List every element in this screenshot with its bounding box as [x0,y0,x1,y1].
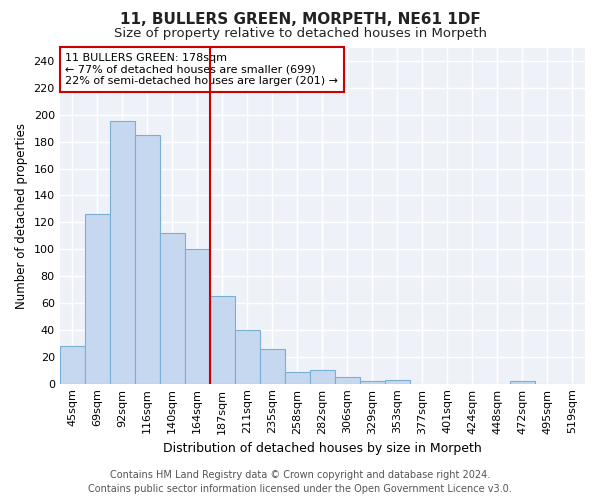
Bar [360,381,385,384]
Bar [185,249,210,384]
Bar [135,135,160,384]
Bar [260,348,285,384]
Bar [285,372,310,384]
Bar [335,377,360,384]
Text: Contains HM Land Registry data © Crown copyright and database right 2024.
Contai: Contains HM Land Registry data © Crown c… [88,470,512,494]
Y-axis label: Number of detached properties: Number of detached properties [15,122,28,308]
Bar [235,330,260,384]
Text: Size of property relative to detached houses in Morpeth: Size of property relative to detached ho… [113,28,487,40]
X-axis label: Distribution of detached houses by size in Morpeth: Distribution of detached houses by size … [163,442,482,455]
Text: 11 BULLERS GREEN: 178sqm
← 77% of detached houses are smaller (699)
22% of semi-: 11 BULLERS GREEN: 178sqm ← 77% of detach… [65,53,338,86]
Bar [59,346,85,384]
Bar [110,122,135,384]
Bar [210,296,235,384]
Bar [160,233,185,384]
Bar [310,370,335,384]
Text: 11, BULLERS GREEN, MORPETH, NE61 1DF: 11, BULLERS GREEN, MORPETH, NE61 1DF [119,12,481,28]
Bar [85,214,110,384]
Bar [510,381,535,384]
Bar [385,380,410,384]
